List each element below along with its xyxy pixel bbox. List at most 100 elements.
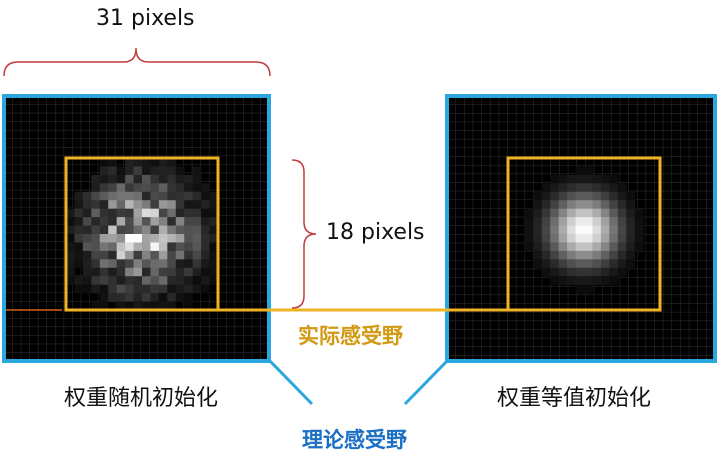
pixel-cell — [575, 267, 585, 277]
pixel-cell — [108, 276, 118, 286]
pixel-cell — [592, 200, 602, 210]
pixel-cell — [125, 208, 134, 218]
pixel-cell — [201, 267, 210, 277]
pixel-cell — [142, 259, 151, 269]
pixel-cell — [192, 242, 202, 252]
pixel-cell — [201, 259, 210, 269]
pixel-cell — [524, 242, 534, 252]
pixel-cell — [550, 225, 560, 235]
pixel-cell — [125, 225, 134, 235]
pixel-cell — [91, 276, 101, 286]
pixel-cell — [592, 234, 602, 243]
pixel-cell — [192, 166, 202, 176]
pixel-cell — [192, 183, 202, 193]
pixel-cell — [175, 208, 185, 218]
pixel-cell — [558, 191, 568, 201]
pixel-cell — [541, 183, 551, 193]
pixel-cell — [142, 234, 151, 243]
pixel-cell — [575, 225, 585, 235]
pixel-cell — [74, 259, 84, 269]
pixel-cell — [192, 200, 202, 210]
pixel-cell — [592, 250, 602, 260]
pixel-cell — [74, 250, 84, 260]
pixel-cell — [91, 217, 101, 226]
pixel-cell — [575, 183, 585, 193]
pixel-cell — [575, 166, 585, 176]
pixel-cell — [150, 166, 160, 176]
pixel-cell — [66, 234, 75, 243]
pixel-cell — [175, 191, 185, 201]
pixel-cell — [192, 208, 202, 218]
left-panel — [2, 94, 271, 363]
pixel-cell — [150, 183, 160, 193]
pixel-cell — [541, 200, 551, 210]
pixel-cell — [600, 208, 610, 218]
pixel-cell — [133, 284, 143, 294]
pixel-cell — [99, 166, 109, 176]
pixel-cell — [142, 191, 151, 201]
pixel-cell — [99, 301, 109, 311]
pixel-cell — [116, 166, 126, 176]
pixel-cell — [116, 183, 126, 193]
pixel-cell — [533, 242, 543, 252]
pixel-cell — [158, 225, 168, 235]
pixel-cell — [626, 217, 636, 226]
pixel-cell — [558, 276, 568, 286]
pixel-cell — [184, 225, 194, 235]
pixel-cell — [533, 225, 543, 235]
pixel-cell — [592, 174, 602, 184]
pixel-cell — [116, 284, 126, 294]
right-panel-border — [445, 94, 717, 363]
pixel-cell — [617, 259, 627, 269]
pixel-cell — [567, 234, 576, 243]
pixel-cell — [626, 208, 636, 218]
pixel-cell — [550, 234, 560, 243]
pixel-cell — [133, 301, 143, 311]
pixel-cell — [558, 242, 568, 252]
side-dimension-label: 18 pixels — [326, 220, 425, 245]
pixel-cell — [158, 166, 168, 176]
pixel-cell — [584, 259, 593, 269]
pixel-cell — [592, 191, 602, 201]
pixel-cell — [541, 242, 551, 252]
pixel-cell — [167, 242, 177, 252]
pixel-cell — [558, 267, 568, 277]
pixel-cell — [82, 208, 92, 218]
pixel-cell — [66, 242, 75, 252]
pixel-cell — [175, 183, 185, 193]
pixel-cell — [150, 242, 160, 252]
pixel-cell — [108, 259, 118, 269]
pixel-cell — [158, 267, 168, 277]
pixel-cell — [116, 293, 126, 302]
pixel-cell — [167, 200, 177, 210]
pixel-cell — [575, 200, 585, 210]
pixel-cell — [575, 276, 585, 286]
pixel-cell — [125, 200, 134, 210]
top-brace — [3, 47, 271, 77]
pixel-cell — [600, 217, 610, 226]
pixel-cell — [201, 284, 210, 294]
pixel-cell — [133, 166, 143, 176]
pixel-cell — [575, 259, 585, 269]
pixel-cell — [125, 191, 134, 201]
pixel-cell — [550, 276, 560, 286]
pixel-cell — [209, 225, 219, 235]
pixel-cell — [99, 225, 109, 235]
pixel-cell — [91, 234, 101, 243]
pixel-cell — [116, 208, 126, 218]
pixel-cell — [167, 158, 177, 167]
pixel-cell — [125, 267, 134, 277]
pixel-cell — [600, 250, 610, 260]
pixel-cell — [609, 217, 619, 226]
pixel-cell — [82, 225, 92, 235]
pixel-cell — [609, 276, 619, 286]
pixel-cell — [158, 174, 168, 184]
pixel-cell — [600, 259, 610, 269]
pixel-cell — [108, 183, 118, 193]
pixel-cell — [558, 208, 568, 218]
pixel-cell — [192, 284, 202, 294]
pixel-cell — [541, 208, 551, 218]
pixel-cell — [74, 200, 84, 210]
pixel-cell — [592, 208, 602, 218]
